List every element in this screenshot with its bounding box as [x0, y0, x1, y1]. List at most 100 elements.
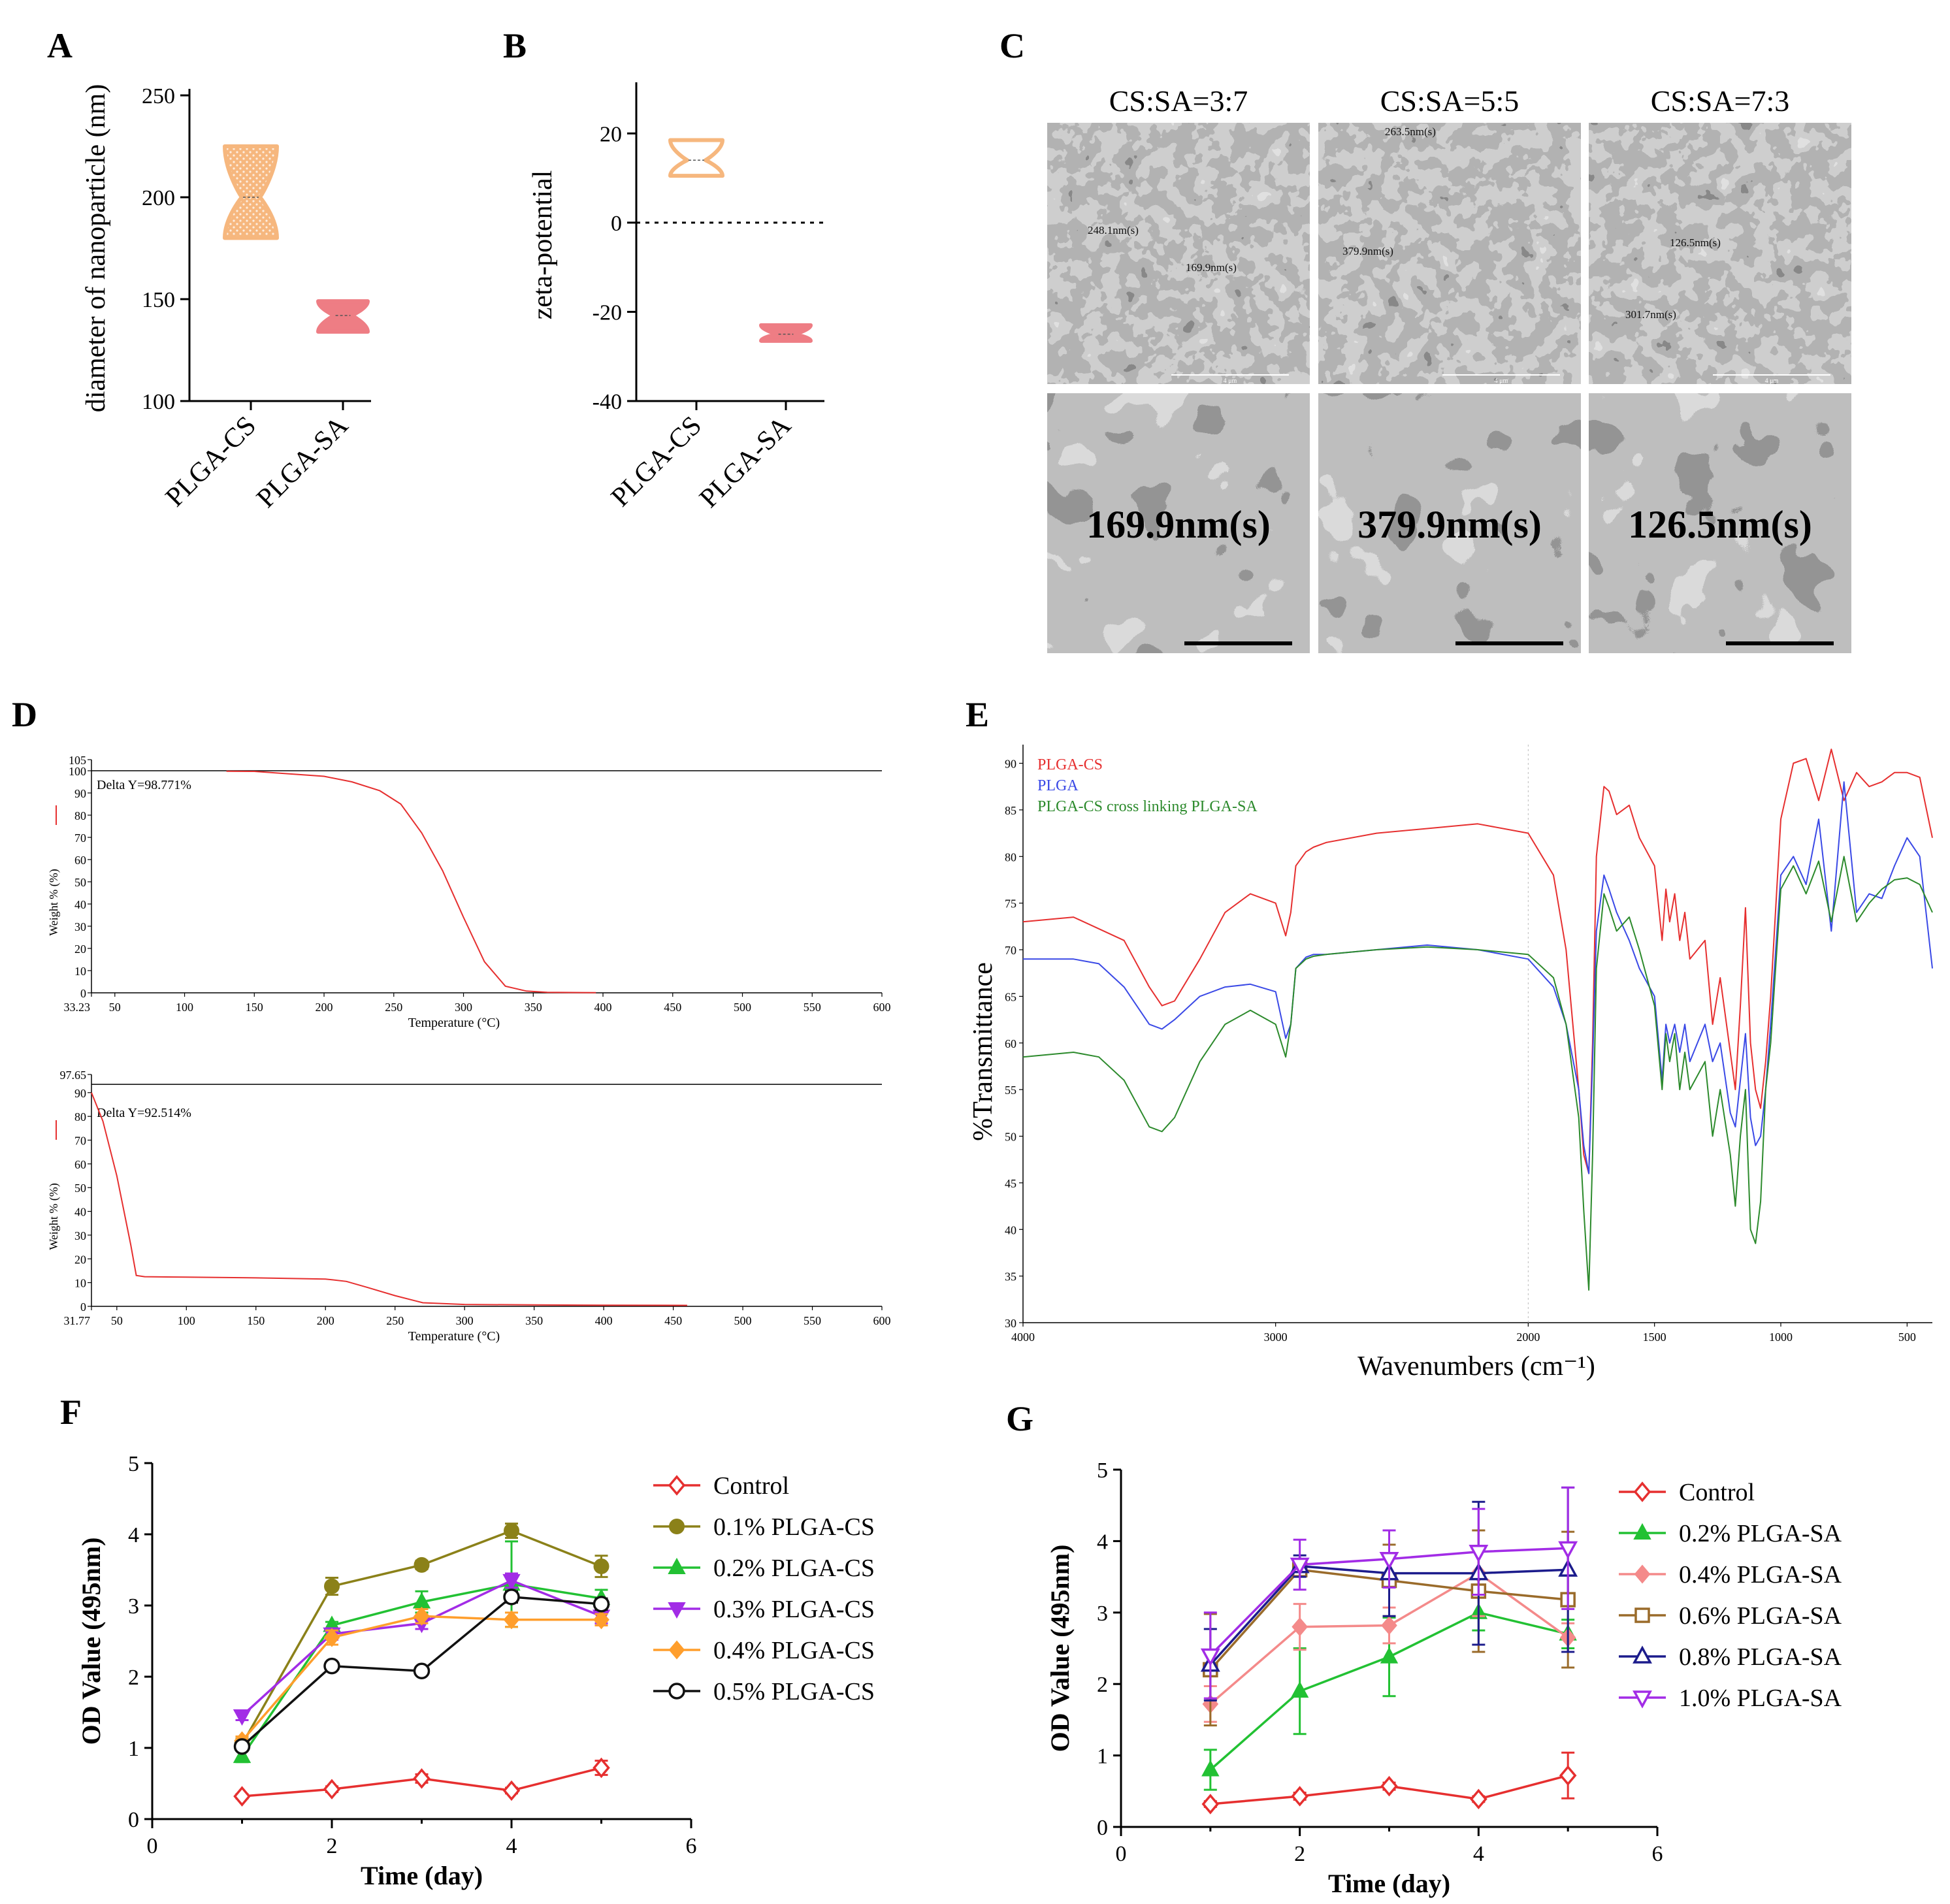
y-axis-label: Weight % (%) — [47, 869, 61, 936]
y-tick-label: 60 — [74, 1158, 86, 1171]
y-tick-label: 200 — [142, 186, 175, 210]
y-tick-label: 55 — [1005, 1084, 1016, 1097]
y-tick-label: 0 — [80, 1300, 86, 1314]
y-tick-label: 40 — [74, 1206, 86, 1219]
legend-label: 0.1% PLGA-CS — [713, 1513, 875, 1541]
marker-triangle-down — [502, 1573, 521, 1590]
marker-triangle-up — [668, 1557, 686, 1574]
x-tick-label: 200 — [317, 1314, 334, 1327]
panel-letter-d: D — [12, 695, 37, 734]
x-tick-label: 300 — [456, 1314, 474, 1327]
legend-label: 0.5% PLGA-CS — [713, 1678, 875, 1705]
marker-triangle-down — [1633, 1690, 1652, 1709]
x-tick-label: 400 — [595, 1314, 613, 1327]
y-tick-label: 70 — [74, 1135, 86, 1148]
x-tick-label: 0 — [1116, 1842, 1127, 1866]
marker-diamond — [668, 1640, 685, 1660]
y-axis-label: zeta-potential — [528, 170, 558, 320]
marker-diamond — [1633, 1481, 1651, 1502]
marker-circle — [233, 1738, 251, 1755]
x-tick-label: 50 — [111, 1314, 123, 1327]
panel-letter-a: A — [47, 26, 73, 65]
x-tick-label: 1500 — [1643, 1331, 1666, 1344]
marker-triangle-up — [1633, 1523, 1651, 1540]
marker-square — [1634, 1607, 1650, 1623]
legend-entry: PLGA-CS cross linking PLGA-SA — [1037, 798, 1258, 815]
sem-size-annotation: 301.7nm(s) — [1625, 308, 1676, 321]
y-tick-label: 2 — [128, 1666, 139, 1690]
top-scale-bar-label: 4 μm — [1765, 378, 1779, 385]
marker-diamond — [1380, 1775, 1398, 1797]
sem-size-annotation: 248.1nm(s) — [1088, 224, 1139, 236]
x-tick-label: 2 — [1294, 1842, 1305, 1866]
x-tick-label: 2000 — [1516, 1331, 1540, 1344]
y-tick-label: 80 — [74, 809, 86, 822]
x-tick-label: PLGA-SA — [251, 410, 354, 513]
y-tick-label: 5 — [1097, 1459, 1108, 1483]
panel-letter-f: F — [60, 1393, 82, 1432]
x-axis-label: Temperature (°C) — [408, 1016, 500, 1030]
x-tick-label: 400 — [594, 1001, 612, 1014]
marker-circle — [668, 1683, 685, 1700]
y-tick-label: 20 — [74, 1253, 86, 1266]
marker-diamond — [593, 1610, 609, 1630]
x-tick-label: 350 — [525, 1001, 542, 1014]
y-tick-label: 100 — [142, 390, 175, 414]
marker-triangle-up — [233, 1746, 252, 1764]
marker-diamond — [1634, 1564, 1651, 1584]
x-tick-label: 100 — [176, 1001, 193, 1014]
x-axis-label: Time (day) — [361, 1861, 483, 1890]
x-tick-label: 4 — [1473, 1842, 1484, 1866]
legend-label: 0.2% PLGA-SA — [1679, 1520, 1842, 1547]
y-axis-label: OD Value (495nm) — [1045, 1545, 1075, 1752]
y-tick-label: 3 — [128, 1594, 139, 1619]
y-tick-label: 60 — [1005, 1037, 1016, 1050]
x-tick-label: 4000 — [1011, 1331, 1035, 1344]
marker-diamond — [1381, 1615, 1397, 1636]
marker-diamond — [1201, 1794, 1220, 1815]
marker-triangle-down — [1200, 1648, 1220, 1667]
y-tick-label: 4 — [128, 1523, 139, 1547]
y-tick-label: 97.65 — [60, 1069, 87, 1082]
column-title: CS:SA=7:3 — [1651, 84, 1790, 118]
top-scale-bar-label: 4 μm — [1224, 378, 1237, 385]
violin-plga-cs — [223, 144, 279, 240]
legend-label: Control — [1679, 1479, 1755, 1506]
x-tick-label: 6 — [686, 1834, 697, 1858]
marker-triangle-down — [233, 1709, 252, 1726]
y-tick-label: 0 — [611, 212, 622, 236]
y-tick-label: 60 — [74, 854, 86, 867]
sem-zoom-label: 379.9nm(s) — [1357, 503, 1542, 546]
y-tick-label: 250 — [142, 84, 175, 108]
y-tick-label: 20 — [600, 122, 622, 146]
y-tick-label: 150 — [142, 288, 175, 312]
y-tick-label: 65 — [1005, 990, 1016, 1003]
y-tick-label: 50 — [74, 1182, 86, 1195]
y-tick-label: -40 — [593, 390, 622, 414]
y-tick-label: 50 — [1005, 1131, 1016, 1144]
marker-diamond — [233, 1786, 251, 1807]
sem-zoom-label: 169.9nm(s) — [1086, 503, 1271, 546]
marker-diamond — [414, 1606, 430, 1626]
x-tick-label: 600 — [873, 1314, 891, 1327]
marker-circle — [323, 1657, 340, 1675]
marker-diamond — [1292, 1617, 1308, 1637]
panel-e-ftir: 30 35 40 45 50 55 60 65 70 75 80 85 90 4000 3000 2000 15… — [968, 745, 1933, 1381]
tga-curve — [226, 770, 596, 993]
column-title: CS:SA=3:7 — [1109, 84, 1248, 118]
x-tick-label: 2 — [327, 1834, 338, 1858]
spectrum-1 — [1023, 781, 1933, 1174]
y-tick-label: 30 — [1005, 1317, 1016, 1330]
legend-label: 1.0% PLGA-SA — [1679, 1685, 1842, 1712]
panel-letter-e: E — [966, 695, 989, 734]
x-tick-label: 150 — [247, 1314, 265, 1327]
marker-diamond — [323, 1628, 340, 1647]
x-axis-label: Time (day) — [1328, 1869, 1450, 1898]
marker-diamond — [503, 1610, 520, 1630]
y-tick-label: 80 — [1005, 850, 1016, 863]
y-tick-label: 90 — [74, 787, 86, 800]
y-tick-label: 75 — [1005, 897, 1016, 911]
top-scale-bar-label: 4 μm — [1495, 378, 1508, 385]
y-tick-label: 3 — [1097, 1602, 1108, 1626]
